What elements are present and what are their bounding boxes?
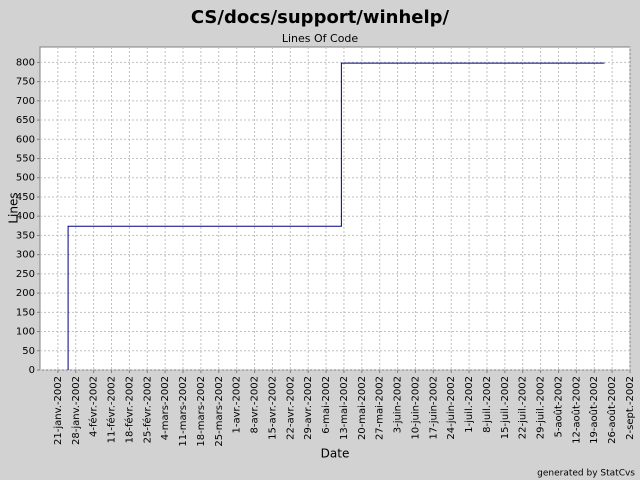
- y-tick-label: 700: [16, 96, 35, 107]
- x-tick-label: 15-juil.-2002: [500, 376, 511, 439]
- x-tick-label: 12-août-2002: [570, 376, 582, 444]
- x-tick-label: 4-févr.-2002: [88, 376, 100, 437]
- x-tick-label: 25-mars-2002: [214, 376, 225, 447]
- y-tick-label: 50: [22, 346, 35, 357]
- y-tick-label: 550: [16, 154, 35, 165]
- x-axis-label: Date: [321, 447, 350, 461]
- y-axis-label: Lines: [7, 192, 21, 223]
- y-tick-label: 500: [16, 173, 35, 184]
- x-tick-label: 25-févr.-2002: [141, 376, 153, 443]
- chart-title: CS/docs/support/winhelp/: [191, 7, 450, 28]
- x-tick-label: 18-févr.-2002: [123, 376, 135, 443]
- y-tick-label: 650: [16, 115, 35, 126]
- y-tick-label: 350: [16, 230, 35, 241]
- x-tick-label: 8-juil.-2002: [482, 376, 493, 433]
- x-tick-label: 29-avr.-2002: [303, 376, 314, 440]
- x-tick-label: 22-avr.-2002: [285, 376, 296, 440]
- y-tick-label: 450: [16, 192, 35, 203]
- y-tick-label: 0: [29, 365, 35, 376]
- y-tick-label: 600: [16, 134, 35, 145]
- x-tick-label: 22-juil.-2002: [518, 376, 529, 439]
- y-tick-label: 750: [16, 77, 35, 88]
- y-tick-label: 200: [16, 288, 35, 299]
- x-tick-label: 10-juin-2002: [410, 376, 421, 440]
- x-tick-label: 3-juin-2002: [393, 376, 404, 433]
- x-tick-label: 24-juin-2002: [446, 376, 457, 440]
- x-tick-label: 27-mai-2002: [375, 376, 386, 440]
- y-tick-label: 250: [16, 269, 35, 280]
- x-tick-label: 20-mai-2002: [357, 376, 368, 440]
- x-tick-label: 13-mai-2002: [339, 376, 350, 440]
- x-tick-label: 11-mars-2002: [178, 376, 189, 447]
- x-tick-label: 19-août-2002: [588, 376, 600, 444]
- x-tick-label: 28-janv.-2002: [71, 376, 82, 445]
- x-tick-label: 2-sept.-2002: [625, 376, 636, 440]
- y-tick-label: 150: [16, 307, 35, 318]
- data-line: [67, 62, 605, 370]
- x-tick-label: 1-juil.-2002: [464, 376, 475, 433]
- x-tick-label: 4-mars-2002: [160, 376, 171, 440]
- x-tick-label: 5-août-2002: [552, 376, 564, 438]
- x-tick-label: 21-janv.-2002: [53, 376, 64, 445]
- x-tick-label: 18-mars-2002: [196, 376, 207, 447]
- x-tick-label: 15-avr.-2002: [267, 376, 278, 440]
- x-tick-label: 8-avr.-2002: [250, 376, 261, 433]
- chart-subtitle: Lines Of Code: [282, 32, 359, 45]
- y-tick-label: 300: [16, 250, 35, 261]
- y-tick-label: 400: [16, 211, 35, 222]
- y-tick-label: 100: [16, 327, 35, 338]
- x-tick-label: 6-mai-2002: [321, 376, 332, 434]
- x-tick-label: 29-juil.-2002: [536, 376, 547, 439]
- x-tick-label: 26-août-2002: [606, 376, 618, 444]
- x-tick-label: 1-avr.-2002: [232, 376, 243, 433]
- x-tick-label: 11-févr.-2002: [106, 376, 118, 443]
- x-tick-label: 17-juin-2002: [428, 376, 439, 440]
- footer: generated by StatCvs: [537, 469, 635, 479]
- y-tick-label: 800: [16, 57, 35, 68]
- plot-area: [39, 46, 631, 371]
